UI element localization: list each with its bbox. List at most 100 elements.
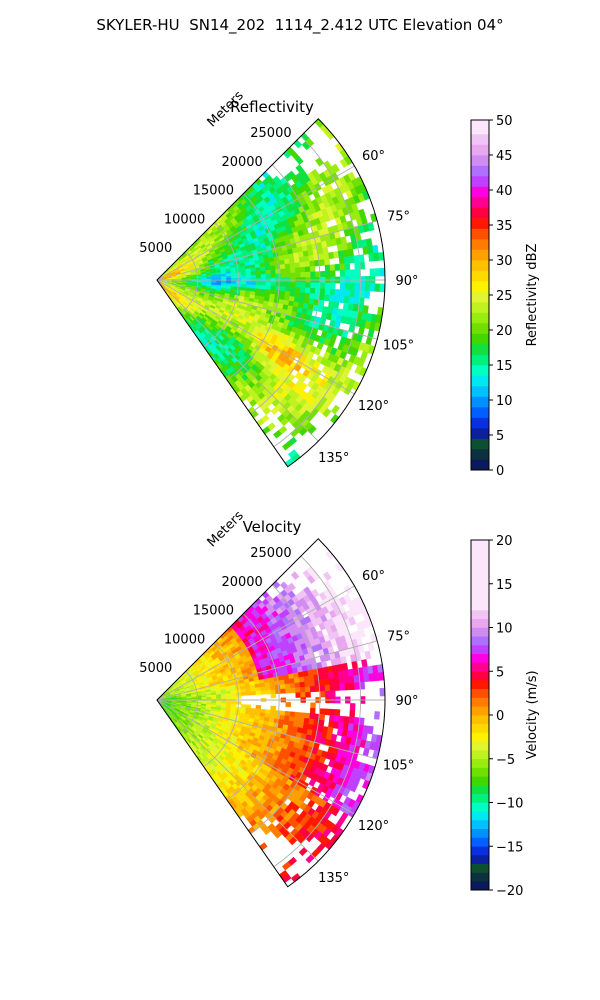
colorbar-segment <box>471 417 489 429</box>
velocity-panel: Velocity 5000 10000 15000 20000 25000 60° 75°… <box>139 508 540 899</box>
colorbar-tick-label: 10 <box>496 622 513 637</box>
field-cell <box>349 283 356 291</box>
field-cell <box>260 686 266 692</box>
field-cell <box>265 281 272 287</box>
colorbar-segment <box>471 407 489 418</box>
field-cell <box>349 682 356 691</box>
field-cell <box>329 264 336 272</box>
field-cell <box>206 696 212 700</box>
field-cell <box>304 292 311 299</box>
field-cell <box>270 693 277 699</box>
field-cell <box>270 269 277 275</box>
range-tick-label: 25000 <box>250 546 291 561</box>
azimuth-tick-label: 105° <box>383 339 414 354</box>
field-cell <box>334 289 341 297</box>
field-cell <box>330 282 336 290</box>
field-cell <box>294 262 301 269</box>
colorbar-segment <box>471 662 489 672</box>
field-cell <box>325 690 331 698</box>
field-cell <box>300 282 306 288</box>
field-cell <box>260 281 267 286</box>
field-cell <box>349 269 356 277</box>
field-cell <box>309 707 316 715</box>
field-cell <box>280 286 286 292</box>
field-cell <box>294 291 301 298</box>
field-cell <box>327 726 334 735</box>
field-cell <box>353 297 360 305</box>
azimuth-tick-label: 120° <box>358 819 389 834</box>
colorbar-segment <box>471 386 489 397</box>
colorbar-segment <box>471 249 489 261</box>
field-cell <box>348 255 355 264</box>
field-cell <box>245 281 252 286</box>
field-cell <box>299 266 306 273</box>
field-cell <box>231 695 237 699</box>
range-tick-label: 10000 <box>164 632 205 647</box>
field-cell <box>280 268 286 274</box>
field-cell <box>295 692 301 698</box>
colorbar-segment <box>471 228 489 240</box>
field-cell <box>348 716 355 725</box>
field-cell <box>338 295 345 304</box>
field-cell <box>324 288 331 296</box>
field-cell <box>295 272 301 278</box>
field-cell <box>245 274 252 279</box>
colorbar-tick-label: 25 <box>496 289 513 304</box>
field-cell <box>294 682 301 689</box>
field-cell <box>289 682 296 689</box>
field-cell <box>240 272 247 276</box>
field-cell <box>260 690 267 695</box>
field-cell <box>274 264 281 270</box>
field-cell <box>290 282 296 288</box>
colorbar-segment <box>471 855 489 865</box>
field-cell <box>379 267 386 277</box>
field-cell <box>245 271 252 276</box>
field-cell <box>343 296 350 304</box>
velocity-field <box>156 550 386 883</box>
field-cell <box>245 691 252 696</box>
field-cell <box>344 269 351 277</box>
colorbar-segment <box>471 750 489 760</box>
field-cell <box>347 248 355 257</box>
colorbar-segment <box>471 207 489 219</box>
field-cell <box>343 256 350 264</box>
colorbar-segment <box>471 428 489 439</box>
range-tick-label: 25000 <box>250 126 291 141</box>
range-tick-label: 10000 <box>164 212 205 227</box>
field-cell <box>280 688 286 694</box>
field-cell <box>216 276 222 280</box>
field-cell <box>319 714 326 721</box>
field-cell <box>255 284 262 290</box>
field-cell <box>295 287 301 293</box>
field-cell <box>343 716 350 724</box>
field-cell <box>260 270 267 275</box>
field-cell <box>211 696 217 700</box>
azimuth-tick-label: 90° <box>395 274 418 289</box>
field-cell <box>304 266 311 273</box>
field-cell <box>318 719 325 727</box>
reflectivity-panel: Reflectivity 5000 10000 15000 20000 25000 60… <box>139 88 540 479</box>
field-cell <box>230 272 237 277</box>
field-cell <box>265 269 272 275</box>
field-cell <box>260 285 267 290</box>
field-cell <box>255 281 262 286</box>
field-cell <box>298 256 305 263</box>
colorbar-segment <box>471 218 489 229</box>
field-cell <box>308 674 315 682</box>
field-cell <box>349 703 356 711</box>
field-cell <box>354 283 361 291</box>
field-cell <box>344 283 351 291</box>
field-cell <box>275 268 281 274</box>
field-cell <box>293 677 300 684</box>
field-cell <box>290 286 296 293</box>
field-cell <box>293 139 303 149</box>
field-cell <box>324 264 331 272</box>
range-tick-label: 20000 <box>221 155 262 170</box>
colorbar-tick-label: 5 <box>496 429 504 444</box>
field-cell <box>322 246 329 254</box>
field-cell <box>250 281 257 286</box>
field-cell <box>285 688 291 694</box>
field-cell <box>260 274 267 279</box>
field-cell <box>270 705 277 711</box>
colorbar-tick-label: 10 <box>496 394 513 409</box>
